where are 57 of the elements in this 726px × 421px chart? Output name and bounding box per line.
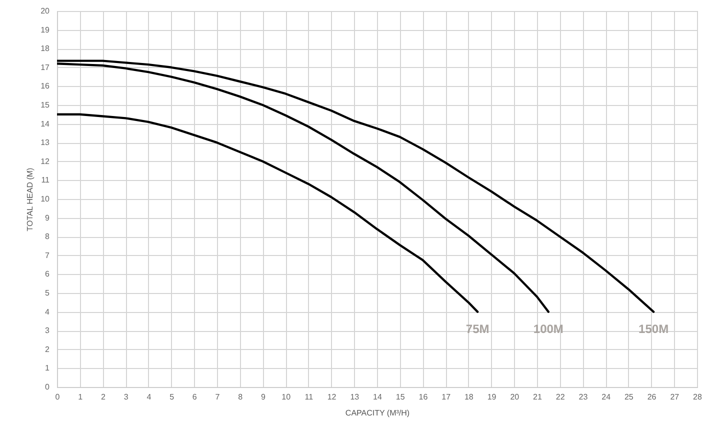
y-tick-label: 5 (45, 288, 50, 298)
y-tick-label: 16 (40, 82, 50, 91)
y-tick-label: 20 (40, 6, 50, 16)
x-tick-label: 23 (578, 392, 588, 402)
series-label: 100M (533, 322, 564, 336)
x-tick-label: 4 (146, 392, 152, 402)
x-axis-title: CAPACITY (M³/H) (345, 408, 410, 418)
x-tick-label: 9 (260, 392, 266, 402)
y-tick-label: 0 (45, 382, 50, 392)
x-tick-label: 5 (170, 392, 175, 402)
x-tick-label: 18 (464, 392, 474, 402)
series-label: 150M (638, 322, 669, 336)
x-tick-label: 15 (396, 392, 406, 402)
y-tick-label: 7 (45, 250, 50, 260)
y-tick-label: 11 (41, 176, 50, 185)
y-tick-label: 15 (40, 100, 50, 110)
y-tick-label: 9 (45, 213, 50, 222)
x-tick-label: 22 (556, 392, 566, 402)
x-tick-label: 12 (327, 392, 337, 402)
x-tick-label: 10 (282, 392, 292, 402)
x-tick-label: 8 (238, 392, 244, 402)
y-axis-title: TOTAL HEAD (M) (26, 167, 35, 232)
x-tick-label: 28 (693, 392, 702, 402)
y-tick-label: 12 (40, 156, 50, 166)
x-tick-label: 0 (55, 392, 60, 402)
x-tick-label: 11 (304, 392, 314, 402)
x-tick-label: 26 (647, 392, 657, 402)
line-series (57, 113, 479, 313)
y-tick-label: 6 (45, 270, 50, 279)
y-tick-label: 4 (45, 307, 50, 316)
line-series (57, 60, 655, 313)
y-tick-label: 17 (40, 62, 50, 72)
y-tick-label: 1 (45, 364, 50, 373)
x-tick-label: 13 (350, 392, 360, 402)
x-tick-label: 27 (670, 392, 680, 402)
y-tick-label: 19 (40, 25, 50, 34)
x-tick-label: 1 (78, 392, 84, 402)
x-tick-label: 20 (510, 392, 520, 402)
x-tick-label: 3 (124, 392, 129, 402)
y-tick-label: 2 (45, 344, 50, 354)
x-tick-label: 7 (215, 392, 220, 402)
y-tick-label: 3 (45, 326, 50, 336)
x-tick-label: 25 (624, 392, 634, 402)
x-tick-label: 21 (533, 392, 542, 402)
x-tick-label: 16 (418, 392, 428, 402)
y-tick-label: 10 (40, 194, 50, 204)
y-tick-label: 14 (40, 119, 50, 128)
x-tick-label: 14 (373, 392, 382, 402)
series-label: 75M (466, 322, 490, 336)
x-tick-label: 17 (442, 392, 452, 402)
y-tick-label: 13 (40, 138, 50, 148)
x-tick-label: 6 (192, 392, 198, 402)
y-tick-label: 18 (40, 44, 50, 54)
x-tick-label: 19 (487, 392, 497, 402)
x-tick-label: 2 (100, 392, 106, 402)
y-tick-label: 8 (45, 232, 50, 242)
x-tick-label: 24 (602, 392, 612, 402)
